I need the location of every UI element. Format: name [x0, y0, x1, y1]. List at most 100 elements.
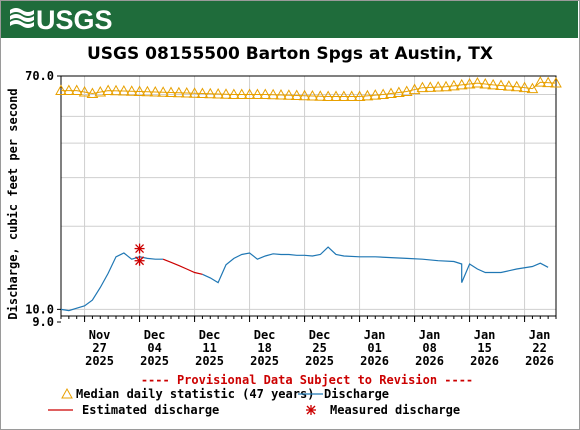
median-marker — [471, 77, 484, 88]
median-marker — [479, 77, 492, 89]
x-tick-label: 2026 — [525, 354, 554, 368]
median-marker — [149, 85, 162, 97]
median-marker — [94, 85, 107, 97]
median-marker — [86, 87, 99, 98]
median-marker — [267, 88, 279, 100]
x-tick-label: 2026 — [415, 354, 444, 368]
median-marker — [518, 81, 531, 93]
series-layer — [55, 76, 562, 312]
median-marker — [125, 85, 138, 96]
estimated-line — [162, 258, 203, 275]
median-marker — [110, 84, 122, 96]
median-marker — [338, 90, 350, 102]
x-tick-label: 2025 — [140, 354, 169, 368]
measured-marker — [134, 243, 145, 254]
discharge-line — [202, 246, 549, 284]
median-marker — [157, 86, 169, 97]
x-tick-label: Jan — [529, 328, 551, 342]
legend-symbol-median — [61, 387, 73, 399]
y-tick-label: 70.0 — [25, 69, 54, 83]
x-tick-label: 2025 — [195, 354, 224, 368]
x-tick-label: Jan — [364, 328, 386, 342]
x-tick-label: Dec — [199, 328, 221, 342]
usgs-logo-text: USGS — [36, 5, 113, 34]
measured-marker-stroke — [135, 244, 145, 254]
median-marker — [196, 87, 209, 98]
x-tick-label: Dec — [254, 328, 276, 342]
x-tick-label: 15 — [477, 341, 491, 355]
provisional-note: ---- Provisional Data Subject to Revisio… — [141, 373, 473, 387]
median-marker — [283, 89, 295, 100]
x-tick-label: 22 — [532, 341, 546, 355]
median-marker — [141, 85, 154, 97]
median-marker — [78, 85, 91, 97]
chart-title: USGS 08155500 Barton Spgs at Austin, TX — [87, 44, 493, 64]
median-marker — [259, 88, 272, 99]
median-marker — [503, 80, 515, 91]
median-marker — [235, 88, 248, 99]
median-marker — [400, 85, 413, 97]
discharge-line — [60, 252, 164, 312]
usgs-banner: USGS — [1, 1, 578, 38]
median-marker — [102, 84, 114, 96]
x-tick-label: Jan — [419, 328, 441, 342]
median-marker — [361, 89, 374, 101]
y-axis: 70.0 10.09.0 — [25, 69, 61, 329]
y-axis-label: Discharge, cubic feet per second — [6, 88, 20, 319]
median-marker — [251, 88, 264, 99]
median-marker — [377, 88, 389, 99]
y-tick-label: 9.0 — [32, 315, 54, 329]
median-marker — [212, 87, 224, 99]
median-marker — [322, 90, 334, 102]
legend-label-measured: Measured discharge — [330, 403, 460, 417]
plot-area — [60, 75, 557, 317]
x-tick-label: 04 — [147, 341, 161, 355]
x-tick-label: 25 — [312, 341, 326, 355]
median-marker — [173, 86, 185, 98]
legend-label-estimated: Estimated discharge — [82, 403, 219, 417]
x-tick-label: 08 — [422, 341, 436, 355]
median-marker — [550, 77, 562, 88]
median-marker — [228, 88, 240, 99]
x-tick-label: 2026 — [360, 354, 389, 368]
median-marker — [369, 89, 382, 100]
median-marker — [424, 81, 437, 92]
median-marker — [180, 86, 193, 98]
median-marker — [243, 88, 256, 99]
median-marker — [526, 82, 539, 94]
measured-marker — [134, 255, 145, 266]
median-marker — [330, 90, 342, 102]
x-tick-label: Jan — [474, 328, 496, 342]
median-marker — [408, 83, 421, 95]
legend-star-stroke — [306, 405, 316, 415]
legend: Median daily statistic (47 years) Dischar… — [48, 387, 460, 417]
x-tick-label: 2025 — [305, 354, 334, 368]
median-marker — [416, 81, 429, 93]
median-marker — [353, 90, 366, 102]
median-marker — [495, 79, 507, 91]
median-marker — [385, 87, 397, 98]
x-tick-label: Dec — [144, 328, 166, 342]
legend-symbol-measured — [306, 405, 316, 415]
median-marker — [70, 84, 83, 96]
median-marker — [542, 76, 554, 88]
x-tick-label: 2026 — [470, 354, 499, 368]
median-marker — [345, 90, 358, 102]
x-tick-label: Dec — [309, 328, 331, 342]
median-marker — [432, 81, 444, 92]
x-tick-label: 18 — [257, 341, 271, 355]
median-marker — [204, 87, 217, 99]
legend-label-median: Median daily statistic (47 years) — [76, 387, 314, 401]
median-marker — [455, 78, 468, 90]
median-marker — [463, 77, 476, 89]
legend-triangle — [61, 387, 73, 399]
x-tick-label: 27 — [92, 341, 106, 355]
x-axis: Nov272025Dec042025Dec112025Dec182025Dec2… — [60, 316, 557, 368]
median-marker — [448, 79, 460, 91]
legend-label-discharge: Discharge — [324, 387, 389, 401]
y-tick-label: 10.0 — [25, 302, 54, 316]
median-marker — [63, 84, 75, 96]
median-marker — [275, 88, 287, 100]
